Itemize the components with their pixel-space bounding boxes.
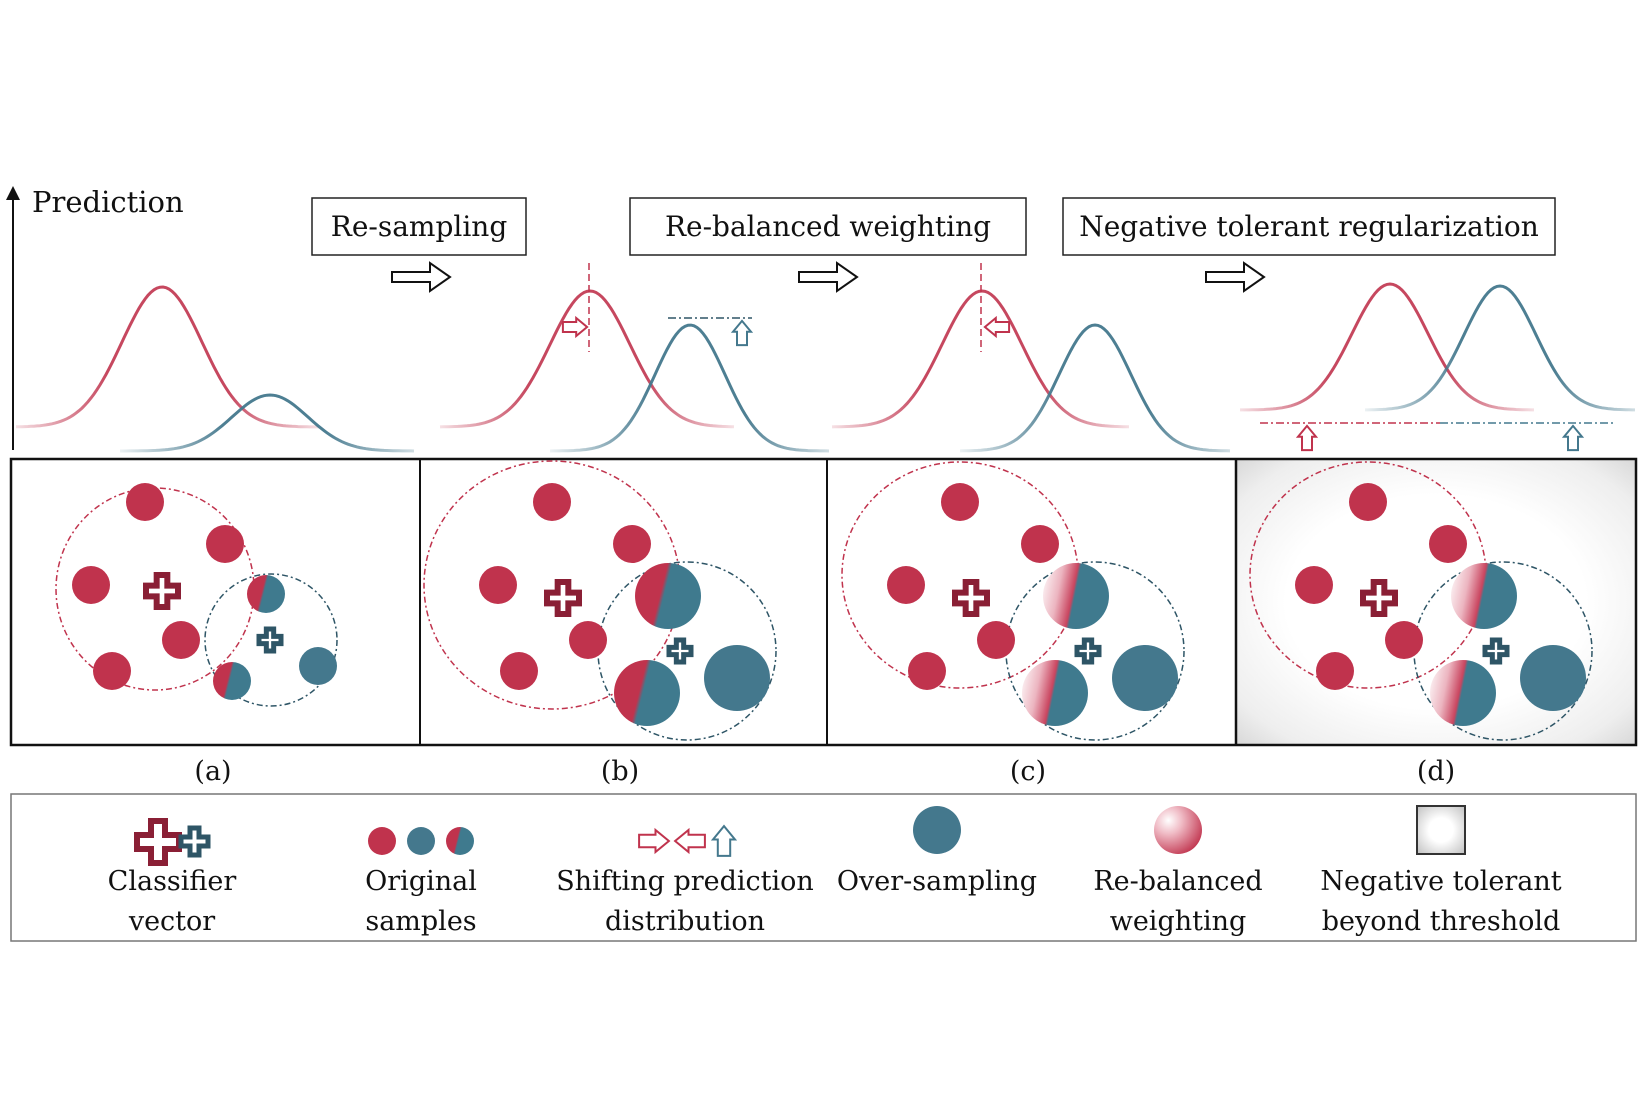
reweighting-icon [1154, 806, 1202, 854]
panel-label-d: (d) [1417, 756, 1455, 787]
overlap-sample [213, 662, 251, 700]
head-classifier-vector [544, 579, 582, 617]
shift-up-arrow-b [730, 319, 754, 347]
overlap-sample-oversampled [614, 660, 680, 726]
head-sample [72, 566, 110, 604]
head-classifier-vector [143, 572, 181, 610]
step-reweighting-label: Re-balanced weighting [665, 210, 991, 243]
tail-cluster-boundary [1005, 561, 1185, 741]
head-sample [1429, 525, 1467, 563]
step-resampling: Re-sampling [311, 197, 527, 256]
curve-tail-a [120, 393, 415, 453]
head-sample [500, 652, 538, 690]
overlap-sample-oversampled [1022, 660, 1088, 726]
shift-arrows-icon [638, 824, 738, 857]
legend-reweighting-line1: Re-balanced [1093, 866, 1262, 897]
tail-classifier-vector [256, 626, 284, 654]
shift-right-arrow-b [561, 315, 589, 339]
legend-negative-line1: Negative tolerant [1320, 866, 1561, 897]
classifier-vector-icon [134, 818, 211, 866]
head-sample [569, 621, 607, 659]
legend-shift-line1: Shifting prediction [556, 866, 814, 897]
head-sample [1021, 525, 1059, 563]
shift-up-arrow-head-d [1295, 424, 1319, 452]
tail-classifier-vector [1482, 637, 1510, 665]
tail-sample-oversampled [1112, 645, 1178, 711]
legend-shift-up [710, 824, 738, 857]
curve-head-d [1240, 282, 1534, 412]
head-sample [533, 483, 571, 521]
curve-head-a [16, 285, 319, 429]
step-resampling-label: Re-sampling [331, 210, 508, 243]
head-sample [908, 652, 946, 690]
head-sample [126, 483, 164, 521]
tail-cluster-boundary [204, 573, 338, 707]
original-samples-icon [368, 827, 474, 855]
head-sample [206, 525, 244, 563]
process-arrow-3 [1205, 261, 1266, 293]
legend-classifier-line1: Classifier [108, 866, 237, 897]
head-sample [93, 652, 131, 690]
panel-d [1249, 461, 1593, 741]
tail-sample-oversampled [1520, 645, 1586, 711]
legend-classifier-line2: vector [128, 906, 215, 937]
tail-cluster-boundary [1413, 561, 1593, 741]
tail-classifier-vector [1074, 637, 1102, 665]
legend-shift-right [638, 827, 671, 855]
tail-classifier-vector [666, 637, 694, 665]
step-reweighting: Re-balanced weighting [629, 197, 1027, 256]
head-sample [162, 621, 200, 659]
shift-left-arrow-c [983, 315, 1011, 339]
shift-up-arrow-tail-d [1561, 424, 1585, 452]
tail-sample-oversampled [704, 645, 770, 711]
panel-label-b: (b) [601, 756, 639, 787]
panel-c [841, 461, 1185, 741]
curve-tail-b [549, 323, 830, 453]
head-sample [613, 525, 651, 563]
step-negative-tolerant-label: Negative tolerant regularization [1079, 210, 1539, 243]
head-sample [887, 566, 925, 604]
head-sample [1385, 621, 1423, 659]
overlap-sample-oversampled [635, 563, 701, 629]
panel-a [55, 483, 338, 707]
curve-tail-c [959, 323, 1231, 453]
legend-negative-line2: beyond threshold [1322, 906, 1561, 937]
curve-tail-d [1365, 284, 1635, 412]
head-classifier-vector [952, 579, 990, 617]
head-sample [1316, 652, 1354, 690]
axis-label: Prediction [32, 185, 184, 219]
head-classifier-vector [1360, 579, 1398, 617]
curve-head-b [439, 289, 735, 429]
legend-original-line1: Original [365, 866, 477, 897]
oversampling-icon [913, 806, 961, 854]
panel-b [423, 460, 777, 741]
overlap-sample-oversampled [1451, 563, 1517, 629]
process-arrow-2 [798, 261, 859, 293]
legend-shift-left [673, 827, 706, 855]
prediction-axis: Prediction [6, 185, 184, 450]
legend-oversampling-line1: Over-sampling [837, 866, 1037, 897]
overlap-sample [247, 575, 285, 613]
step-negative-tolerant: Negative tolerant regularization [1062, 197, 1556, 256]
process-arrow-1 [391, 261, 452, 293]
head-sample [977, 621, 1015, 659]
panel-label-a: (a) [194, 756, 231, 787]
tail-cluster-boundary [597, 561, 777, 741]
legend-original-line2: samples [365, 906, 476, 937]
tail-sample [299, 647, 337, 685]
legend-reweighting-line2: weighting [1110, 906, 1247, 937]
head-sample [1349, 483, 1387, 521]
head-sample [479, 566, 517, 604]
panel-label-c: (c) [1010, 756, 1046, 787]
overlap-sample-oversampled [1043, 563, 1109, 629]
head-sample [941, 483, 979, 521]
negative-tolerant-icon [1416, 805, 1466, 855]
legend-shift-line2: distribution [605, 906, 765, 937]
overlap-sample-oversampled [1430, 660, 1496, 726]
legend: Classifier vector Original samples Shift… [10, 793, 1637, 942]
head-sample [1295, 566, 1333, 604]
